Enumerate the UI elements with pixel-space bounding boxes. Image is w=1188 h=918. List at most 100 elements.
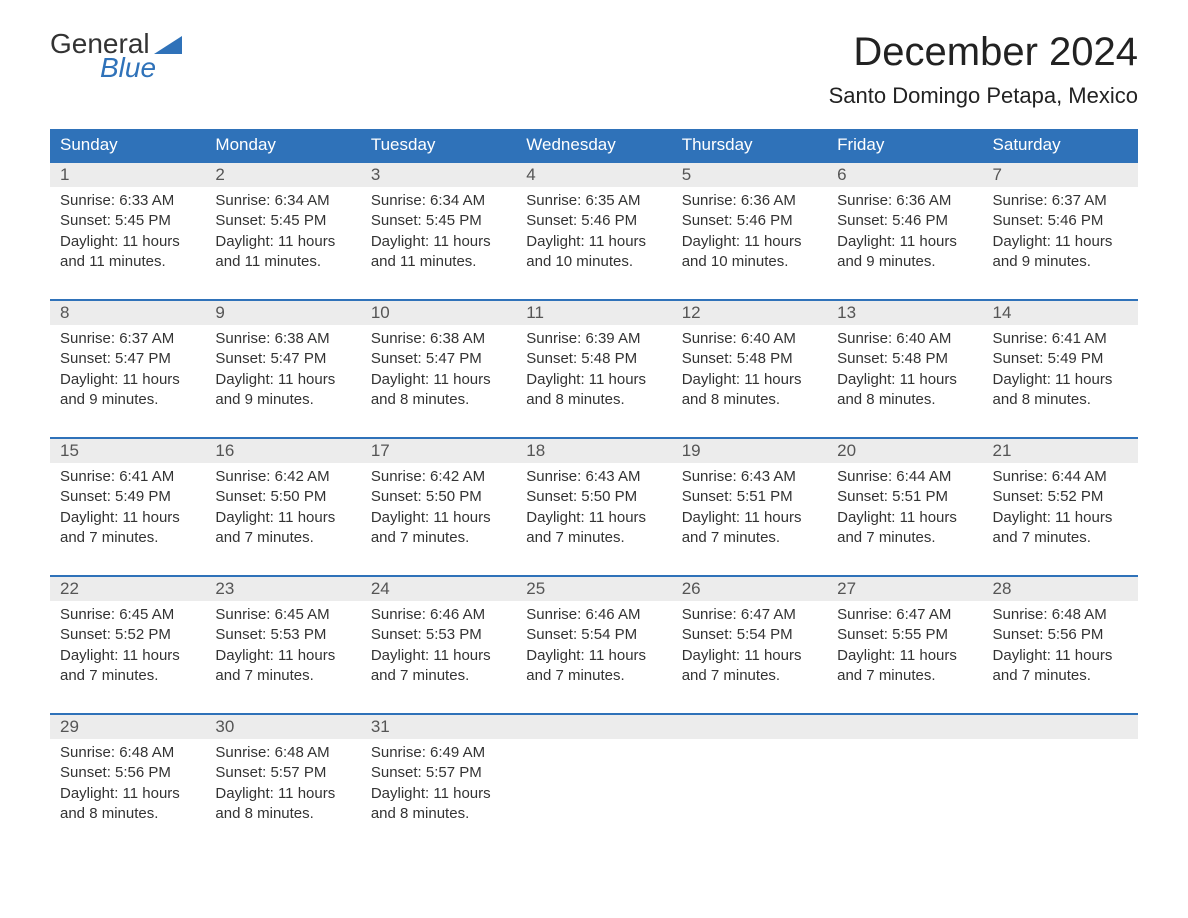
calendar-cell: 16Sunrise: 6:42 AMSunset: 5:50 PMDayligh… [205, 438, 360, 576]
daylight-line: Daylight: 11 hours and 9 minutes. [60, 370, 195, 411]
sunset-line: Sunset: 5:51 PM [682, 487, 817, 507]
sunset-line: Sunset: 5:47 PM [215, 349, 350, 369]
sunset-line: Sunset: 5:50 PM [215, 487, 350, 507]
sunrise-line: Sunrise: 6:37 AM [993, 191, 1128, 211]
day-number: 13 [827, 301, 982, 325]
day-info: Sunrise: 6:43 AMSunset: 5:51 PMDaylight:… [682, 467, 817, 548]
sunrise-line: Sunrise: 6:44 AM [837, 467, 972, 487]
calendar-cell: 2Sunrise: 6:34 AMSunset: 5:45 PMDaylight… [205, 162, 360, 300]
sunset-line: Sunset: 5:50 PM [526, 487, 661, 507]
day-info: Sunrise: 6:45 AMSunset: 5:52 PMDaylight:… [60, 605, 195, 686]
calendar-cell: 24Sunrise: 6:46 AMSunset: 5:53 PMDayligh… [361, 576, 516, 714]
day-number: 4 [516, 163, 671, 187]
daylight-line: Daylight: 11 hours and 7 minutes. [60, 508, 195, 549]
daylight-line: Daylight: 11 hours and 11 minutes. [60, 232, 195, 273]
weekday-header: Wednesday [516, 129, 671, 162]
calendar-cell: 23Sunrise: 6:45 AMSunset: 5:53 PMDayligh… [205, 576, 360, 714]
daylight-line: Daylight: 11 hours and 9 minutes. [993, 232, 1128, 273]
day-info: Sunrise: 6:37 AMSunset: 5:47 PMDaylight:… [60, 329, 195, 410]
day-number: 9 [205, 301, 360, 325]
logo-triangle-icon [154, 36, 182, 54]
weekday-header: Saturday [983, 129, 1138, 162]
day-info: Sunrise: 6:42 AMSunset: 5:50 PMDaylight:… [371, 467, 506, 548]
daylight-line: Daylight: 11 hours and 10 minutes. [526, 232, 661, 273]
month-title: December 2024 [829, 30, 1138, 75]
day-number: 23 [205, 577, 360, 601]
calendar-table: SundayMondayTuesdayWednesdayThursdayFrid… [50, 129, 1138, 852]
daylight-line: Daylight: 11 hours and 7 minutes. [215, 508, 350, 549]
day-number: 24 [361, 577, 516, 601]
calendar-cell [516, 714, 671, 852]
daylight-line: Daylight: 11 hours and 8 minutes. [993, 370, 1128, 411]
sunset-line: Sunset: 5:46 PM [526, 211, 661, 231]
sunrise-line: Sunrise: 6:39 AM [526, 329, 661, 349]
calendar-cell: 14Sunrise: 6:41 AMSunset: 5:49 PMDayligh… [983, 300, 1138, 438]
sunset-line: Sunset: 5:45 PM [371, 211, 506, 231]
sunrise-line: Sunrise: 6:35 AM [526, 191, 661, 211]
sunrise-line: Sunrise: 6:41 AM [993, 329, 1128, 349]
day-info: Sunrise: 6:47 AMSunset: 5:55 PMDaylight:… [837, 605, 972, 686]
day-number: 2 [205, 163, 360, 187]
sunrise-line: Sunrise: 6:46 AM [371, 605, 506, 625]
sunset-line: Sunset: 5:55 PM [837, 625, 972, 645]
day-info: Sunrise: 6:36 AMSunset: 5:46 PMDaylight:… [837, 191, 972, 272]
calendar-cell [827, 714, 982, 852]
day-number: 12 [672, 301, 827, 325]
day-info: Sunrise: 6:38 AMSunset: 5:47 PMDaylight:… [215, 329, 350, 410]
daylight-line: Daylight: 11 hours and 8 minutes. [837, 370, 972, 411]
daylight-line: Daylight: 11 hours and 7 minutes. [993, 508, 1128, 549]
sunrise-line: Sunrise: 6:45 AM [215, 605, 350, 625]
calendar-week-row: 15Sunrise: 6:41 AMSunset: 5:49 PMDayligh… [50, 438, 1138, 576]
daylight-line: Daylight: 11 hours and 7 minutes. [371, 508, 506, 549]
calendar-cell: 31Sunrise: 6:49 AMSunset: 5:57 PMDayligh… [361, 714, 516, 852]
day-info: Sunrise: 6:40 AMSunset: 5:48 PMDaylight:… [682, 329, 817, 410]
sunset-line: Sunset: 5:56 PM [993, 625, 1128, 645]
day-info: Sunrise: 6:43 AMSunset: 5:50 PMDaylight:… [526, 467, 661, 548]
sunset-line: Sunset: 5:48 PM [837, 349, 972, 369]
calendar-cell: 9 Sunrise: 6:38 AMSunset: 5:47 PMDaylight… [205, 300, 360, 438]
daylight-line: Daylight: 11 hours and 11 minutes. [371, 232, 506, 273]
calendar-cell: 29Sunrise: 6:48 AMSunset: 5:56 PMDayligh… [50, 714, 205, 852]
calendar-cell: 22Sunrise: 6:45 AMSunset: 5:52 PMDayligh… [50, 576, 205, 714]
logo-text-blue: Blue [100, 54, 182, 82]
day-number: 25 [516, 577, 671, 601]
day-number: 26 [672, 577, 827, 601]
daylight-line: Daylight: 11 hours and 9 minutes. [837, 232, 972, 273]
sunrise-line: Sunrise: 6:34 AM [215, 191, 350, 211]
calendar-cell: 5Sunrise: 6:36 AMSunset: 5:46 PMDaylight… [672, 162, 827, 300]
calendar-cell: 18Sunrise: 6:43 AMSunset: 5:50 PMDayligh… [516, 438, 671, 576]
daylight-line: Daylight: 11 hours and 7 minutes. [60, 646, 195, 687]
sunrise-line: Sunrise: 6:38 AM [371, 329, 506, 349]
day-info: Sunrise: 6:37 AMSunset: 5:46 PMDaylight:… [993, 191, 1128, 272]
daylight-line: Daylight: 11 hours and 7 minutes. [682, 646, 817, 687]
sunset-line: Sunset: 5:47 PM [60, 349, 195, 369]
day-info: Sunrise: 6:44 AMSunset: 5:52 PMDaylight:… [993, 467, 1128, 548]
location: Santo Domingo Petapa, Mexico [829, 83, 1138, 109]
calendar-cell: 27 Sunrise: 6:47 AMSunset: 5:55 PMDayligh… [827, 576, 982, 714]
day-number: 7 [983, 163, 1138, 187]
daylight-line: Daylight: 11 hours and 8 minutes. [682, 370, 817, 411]
calendar-cell: 13Sunrise: 6:40 AMSunset: 5:48 PMDayligh… [827, 300, 982, 438]
sunset-line: Sunset: 5:46 PM [837, 211, 972, 231]
daylight-line: Daylight: 11 hours and 8 minutes. [371, 784, 506, 825]
sunset-line: Sunset: 5:53 PM [371, 625, 506, 645]
sunset-line: Sunset: 5:49 PM [60, 487, 195, 507]
weekday-header: Sunday [50, 129, 205, 162]
daylight-line: Daylight: 11 hours and 8 minutes. [371, 370, 506, 411]
daylight-line: Daylight: 11 hours and 7 minutes. [682, 508, 817, 549]
day-number-empty [983, 715, 1138, 739]
day-number: 19 [672, 439, 827, 463]
sunrise-line: Sunrise: 6:36 AM [837, 191, 972, 211]
day-info: Sunrise: 6:39 AMSunset: 5:48 PMDaylight:… [526, 329, 661, 410]
sunrise-line: Sunrise: 6:40 AM [682, 329, 817, 349]
sunset-line: Sunset: 5:54 PM [526, 625, 661, 645]
sunset-line: Sunset: 5:49 PM [993, 349, 1128, 369]
day-number: 28 [983, 577, 1138, 601]
day-info: Sunrise: 6:48 AMSunset: 5:56 PMDaylight:… [60, 743, 195, 824]
calendar-body: 1Sunrise: 6:33 AMSunset: 5:45 PMDaylight… [50, 162, 1138, 852]
day-number: 31 [361, 715, 516, 739]
day-number: 27 [827, 577, 982, 601]
daylight-line: Daylight: 11 hours and 9 minutes. [215, 370, 350, 411]
sunset-line: Sunset: 5:51 PM [837, 487, 972, 507]
day-number: 3 [361, 163, 516, 187]
